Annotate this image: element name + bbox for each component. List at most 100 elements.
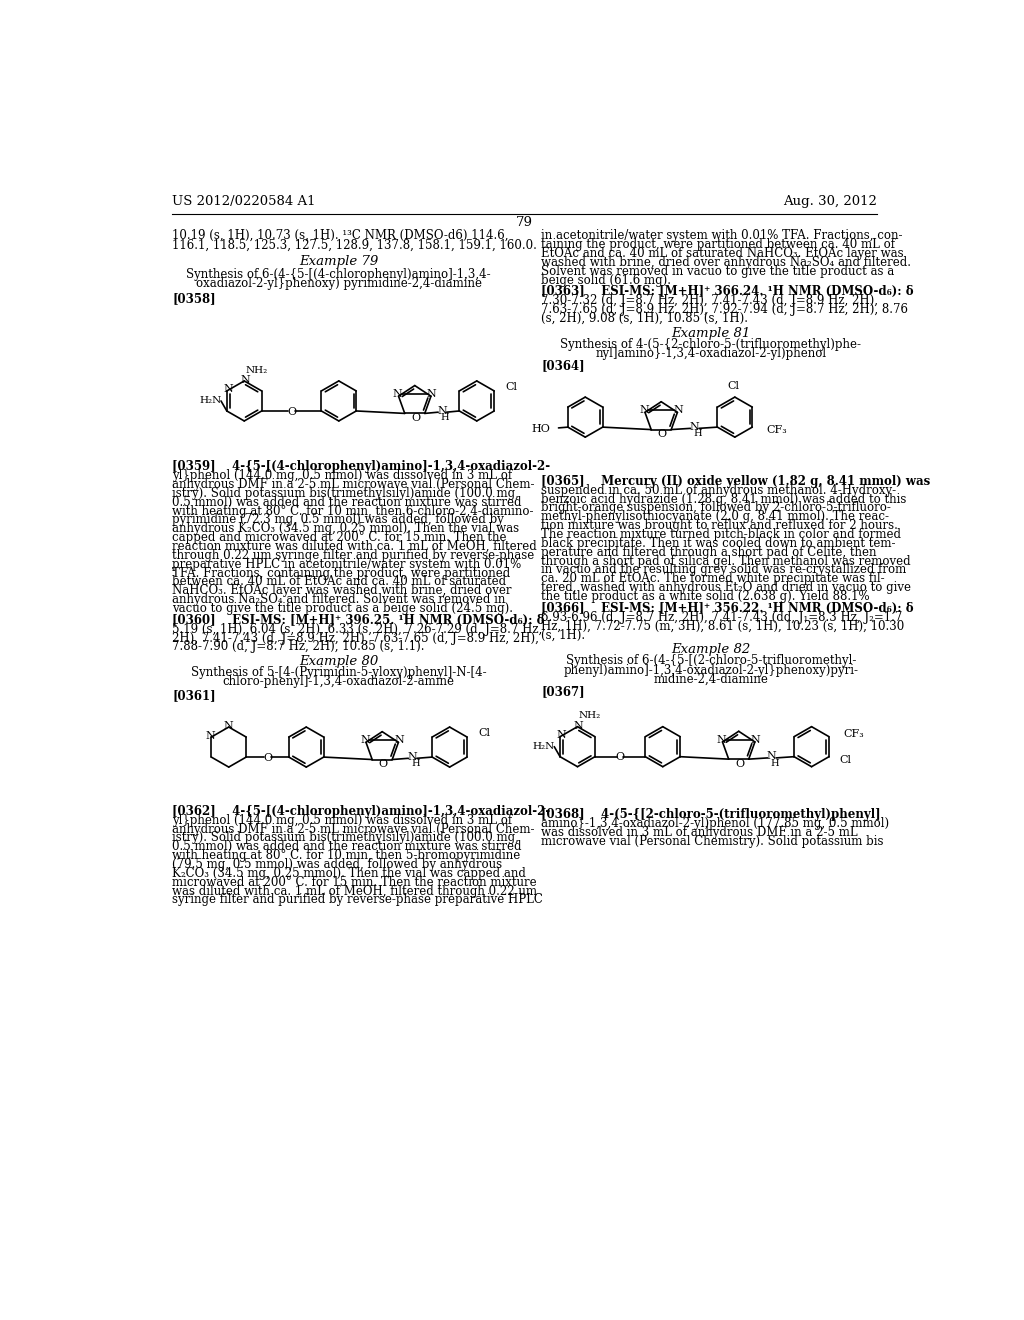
Text: N: N [689, 422, 699, 432]
Text: anhydrous K₂CO₃ (34.5 mg, 0.25 mmol). Then the vial was: anhydrous K₂CO₃ (34.5 mg, 0.25 mmol). Th… [172, 523, 519, 535]
Text: [0367]: [0367] [541, 685, 585, 698]
Text: [0360]    ESI-MS: [M+H]⁺ 396.25. ¹H NMR (DMSO-d₆): δ: [0360] ESI-MS: [M+H]⁺ 396.25. ¹H NMR (DM… [172, 614, 545, 627]
Text: Cl: Cl [727, 381, 739, 391]
Text: between ca. 40 mL of EtOAc and ca. 40 mL of saturated: between ca. 40 mL of EtOAc and ca. 40 mL… [172, 576, 506, 589]
Text: capped and microwaved at 200° C. for 15 min. Then the: capped and microwaved at 200° C. for 15 … [172, 531, 507, 544]
Text: N: N [639, 405, 649, 414]
Text: O: O [615, 752, 625, 763]
Text: EtOAc and ca. 40 mL of saturated NaHCO₃. EtOAc layer was: EtOAc and ca. 40 mL of saturated NaHCO₃.… [541, 247, 904, 260]
Text: Synthesis of 6-(4-{5-[(2-chloro-5-trifluoromethyl-: Synthesis of 6-(4-{5-[(2-chloro-5-triflu… [565, 655, 856, 668]
Text: N: N [427, 389, 436, 399]
Text: with heating at 80° C. for 10 min, then 6-chloro-2,4-diamino-: with heating at 80° C. for 10 min, then … [172, 504, 534, 517]
Text: 7.63-7.65 (d, J=8.9 Hz, 2H), 7.92-7.94 (d, J=8.7 Hz, 2H), 8.76: 7.63-7.65 (d, J=8.9 Hz, 2H), 7.92-7.94 (… [541, 304, 908, 317]
Text: 2H), 7.41-7.43 (d, J=8.9 Hz, 2H), 7.63-7.65 (d, J=8.9 Hz, 2H),: 2H), 7.41-7.43 (d, J=8.9 Hz, 2H), 7.63-7… [172, 631, 539, 644]
Text: anhydrous Na₂SO₄ and filtered. Solvent was removed in: anhydrous Na₂SO₄ and filtered. Solvent w… [172, 593, 506, 606]
Text: 5.19 (s, 1H), 6.04 (s, 2H), 6.33 (s, 2H), 7.26-7.29 (d, J=8.7 Hz,: 5.19 (s, 1H), 6.04 (s, 2H), 6.33 (s, 2H)… [172, 623, 543, 636]
Text: perature and filtered through a short pad of Celite, then: perature and filtered through a short pa… [541, 545, 877, 558]
Text: NH₂: NH₂ [579, 711, 601, 721]
Text: HO: HO [531, 424, 551, 434]
Text: NaHCO₃. EtOAc layer was washed with brine, dried over: NaHCO₃. EtOAc layer was washed with brin… [172, 585, 512, 597]
Text: N: N [767, 751, 776, 762]
Text: oxadiazol-2-yl}phenoxy) pyrimidine-2,4-diamine: oxadiazol-2-yl}phenoxy) pyrimidine-2,4-d… [196, 277, 482, 290]
Text: N: N [206, 730, 215, 741]
Text: Aug. 30, 2012: Aug. 30, 2012 [783, 195, 878, 209]
Text: N: N [393, 389, 402, 399]
Text: suspended in ca. 50 mL of anhydrous methanol. 4-Hydroxy-: suspended in ca. 50 mL of anhydrous meth… [541, 483, 896, 496]
Text: [0359]    4-{5-[(4-chlorophenyl)amino]-1,3,4-oxadiazol-2-: [0359] 4-{5-[(4-chlorophenyl)amino]-1,3,… [172, 461, 550, 474]
Text: vacuo to give the title product as a beige solid (24.5 mg).: vacuo to give the title product as a bei… [172, 602, 513, 615]
Text: nyl]amino}-1,3,4-oxadiazol-2-yl)phenol: nyl]amino}-1,3,4-oxadiazol-2-yl)phenol [595, 347, 826, 360]
Text: tered, washed with anhydrous Et₂O and dried in vacuo to give: tered, washed with anhydrous Et₂O and dr… [541, 581, 911, 594]
Text: was diluted with ca. 1 mL of MeOH, filtered through 0.22 um: was diluted with ca. 1 mL of MeOH, filte… [172, 884, 538, 898]
Text: phenyl)amino]-1,3,4-oxadiazol-2-yl}phenoxy)pyri-: phenyl)amino]-1,3,4-oxadiazol-2-yl}pheno… [563, 664, 858, 677]
Text: istry). Solid potassium bis(trimethylsilyl)amide (100.0 mg,: istry). Solid potassium bis(trimethylsil… [172, 832, 519, 845]
Text: 7.88-7.90 (d, J=8.7 Hz, 2H), 10.85 (s, 1.1).: 7.88-7.90 (d, J=8.7 Hz, 2H), 10.85 (s, 1… [172, 640, 425, 653]
Text: midine-2,4-diamine: midine-2,4-diamine [653, 673, 768, 686]
Text: yl}phenol (144.0 mg, 0.5 mmol) was dissolved in 3 mL of: yl}phenol (144.0 mg, 0.5 mmol) was disso… [172, 813, 512, 826]
Text: N: N [241, 375, 250, 385]
Text: Synthesis of 6-(4-{5-[(4-chlorophenyl)amino]-1,3,4-: Synthesis of 6-(4-{5-[(4-chlorophenyl)am… [186, 268, 492, 281]
Text: 0.5 mmol) was added and the reaction mixture was stirred: 0.5 mmol) was added and the reaction mix… [172, 841, 521, 853]
Text: CF₃: CF₃ [766, 425, 787, 436]
Text: methyl-phenylisothiocyanate (2.0 g, 8.41 mmol). The reac-: methyl-phenylisothiocyanate (2.0 g, 8.41… [541, 511, 889, 523]
Text: microwave vial (Personal Chemistry). Solid potassium bis: microwave vial (Personal Chemistry). Sol… [541, 834, 884, 847]
Text: the title product as a white solid (2.638 g). Yield 88.1%: the title product as a white solid (2.63… [541, 590, 869, 603]
Text: microwaved at 200° C. for 15 min. Then the reaction mixture: microwaved at 200° C. for 15 min. Then t… [172, 875, 537, 888]
Text: Synthesis of 4-(5-{2-chloro-5-(trifluoromethyl)phe-: Synthesis of 4-(5-{2-chloro-5-(trifluoro… [560, 338, 861, 351]
Text: N: N [408, 752, 417, 762]
Text: (s, 2H), 9.08 (s, 1H), 10.85 (s, 1H).: (s, 2H), 9.08 (s, 1H), 10.85 (s, 1H). [541, 312, 749, 325]
Text: benzoic acid hydrazide (1.28 g, 8.41 mmol) was added to this: benzoic acid hydrazide (1.28 g, 8.41 mmo… [541, 492, 906, 506]
Text: H: H [693, 429, 701, 438]
Text: N: N [573, 721, 583, 731]
Text: 10.19 (s, 1H), 10.73 (s, 1H). ¹³C NMR (DMSO-d6) 114.6,: 10.19 (s, 1H), 10.73 (s, 1H). ¹³C NMR (D… [172, 230, 509, 243]
Text: Example 81: Example 81 [671, 327, 751, 341]
Text: through 0.22 um syringe filter and purified by reverse-phase: through 0.22 um syringe filter and purif… [172, 549, 535, 562]
Text: Cl: Cl [478, 729, 489, 738]
Text: was dissolved in 3 mL of anhydrous DMF in a 2-5 mL: was dissolved in 3 mL of anhydrous DMF i… [541, 826, 858, 840]
Text: Hz, 1H), 7.72-7.75 (m, 3H), 8.61 (s, 1H), 10.23 (s, 1H), 10.30: Hz, 1H), 7.72-7.75 (m, 3H), 8.61 (s, 1H)… [541, 619, 904, 632]
Text: preparative HPLC in acetonitrile/water system with 0.01%: preparative HPLC in acetonitrile/water s… [172, 557, 521, 570]
Text: (s, 1H).: (s, 1H). [541, 628, 585, 642]
Text: Example 80: Example 80 [299, 656, 379, 668]
Text: bright-orange suspension, followed by 2-chloro-5-trifluoro-: bright-orange suspension, followed by 2-… [541, 502, 891, 515]
Text: O: O [735, 759, 744, 768]
Text: Example 82: Example 82 [671, 644, 751, 656]
Text: istry). Solid potassium bis(trimethylsilyl)amide (100.0 mg,: istry). Solid potassium bis(trimethylsil… [172, 487, 519, 500]
Text: pyrimidine (72.3 mg, 0.5 mmol) was added, followed by: pyrimidine (72.3 mg, 0.5 mmol) was added… [172, 513, 504, 527]
Text: yl}phenol (144.0 mg, 0.5 mmol) was dissolved in 3 mL of: yl}phenol (144.0 mg, 0.5 mmol) was disso… [172, 469, 512, 482]
Text: [0362]    4-{5-[(4-chlorophenyl)amino]-1,3,4-oxadiazol-2-: [0362] 4-{5-[(4-chlorophenyl)amino]-1,3,… [172, 805, 551, 818]
Text: O: O [379, 759, 387, 770]
Text: US 2012/0220584 A1: US 2012/0220584 A1 [172, 195, 315, 209]
Text: 6.93-6.96 (d, J=8.7 Hz, 2H), 7.41-7.43 (dd, J₁=8.3 Hz, J₂=1.7: 6.93-6.96 (d, J=8.7 Hz, 2H), 7.41-7.43 (… [541, 611, 902, 624]
Text: [0364]: [0364] [541, 359, 585, 372]
Text: anhydrous DMF in a 2-5 mL microwave vial (Personal Chem-: anhydrous DMF in a 2-5 mL microwave vial… [172, 478, 535, 491]
Text: tion mixture was brought to reflux and refluxed for 2 hours.: tion mixture was brought to reflux and r… [541, 519, 898, 532]
Text: Example 79: Example 79 [299, 256, 379, 268]
Text: N: N [360, 735, 370, 744]
Text: O: O [287, 407, 296, 417]
Text: N: N [224, 721, 233, 730]
Text: [0368]    4-(5-{[2-chloro-5-(trifluoromethyl)phenyl]: [0368] 4-(5-{[2-chloro-5-(trifluoromethy… [541, 808, 881, 821]
Text: N: N [437, 405, 446, 416]
Text: anhydrous DMF in a 2-5 mL microwave vial (Personal Chem-: anhydrous DMF in a 2-5 mL microwave vial… [172, 822, 535, 836]
Text: 0.5 mmol) was added and the reaction mixture was stirred: 0.5 mmol) was added and the reaction mix… [172, 496, 521, 508]
Text: with heating at 80° C. for 10 min, then 5-bromopyrimidine: with heating at 80° C. for 10 min, then … [172, 849, 520, 862]
Text: H: H [770, 759, 779, 768]
Text: 7.30-7.32 (d, J=8.7 Hz, 2H), 7.41-7.43 (d, J=8.9 Hz, 2H),: 7.30-7.32 (d, J=8.7 Hz, 2H), 7.41-7.43 (… [541, 294, 878, 308]
Text: syringe filter and purified by reverse-phase preparative HPLC: syringe filter and purified by reverse-p… [172, 894, 543, 907]
Text: Solvent was removed in vacuo to give the title product as a: Solvent was removed in vacuo to give the… [541, 264, 894, 277]
Text: [0366]    ESI-MS: [M+H]⁺ 356.22. ¹H NMR (DMSO-d₆): δ: [0366] ESI-MS: [M+H]⁺ 356.22. ¹H NMR (DM… [541, 602, 913, 615]
Text: N: N [557, 730, 566, 741]
Text: H₂N: H₂N [532, 742, 555, 751]
Text: amino}-1,3,4-oxadiazol-2-yl)phenol (177.85 mg, 0.5 mmol): amino}-1,3,4-oxadiazol-2-yl)phenol (177.… [541, 817, 889, 830]
Text: [0363]    ESI-MS: [M+H]⁺ 366.24. ¹H NMR (DMSO-d₆): δ: [0363] ESI-MS: [M+H]⁺ 366.24. ¹H NMR (DM… [541, 285, 913, 298]
Text: 116.1, 118.5, 125.3, 127.5, 128.9, 137.8, 158.1, 159.1, 160.0.: 116.1, 118.5, 125.3, 127.5, 128.9, 137.8… [172, 239, 537, 252]
Text: O: O [411, 413, 420, 422]
Text: reaction mixture was diluted with ca. 1 mL of MeOH, filtered: reaction mixture was diluted with ca. 1 … [172, 540, 537, 553]
Text: O: O [263, 752, 272, 763]
Text: in acetonitrile/water system with 0.01% TFA. Fractions, con-: in acetonitrile/water system with 0.01% … [541, 230, 902, 243]
Text: [0361]: [0361] [172, 689, 216, 702]
Text: O: O [657, 429, 667, 440]
Text: black precipitate. Then it was cooled down to ambient tem-: black precipitate. Then it was cooled do… [541, 537, 896, 550]
Text: ca. 20 mL of EtOAc. The formed white precipitate was fil-: ca. 20 mL of EtOAc. The formed white pre… [541, 573, 885, 585]
